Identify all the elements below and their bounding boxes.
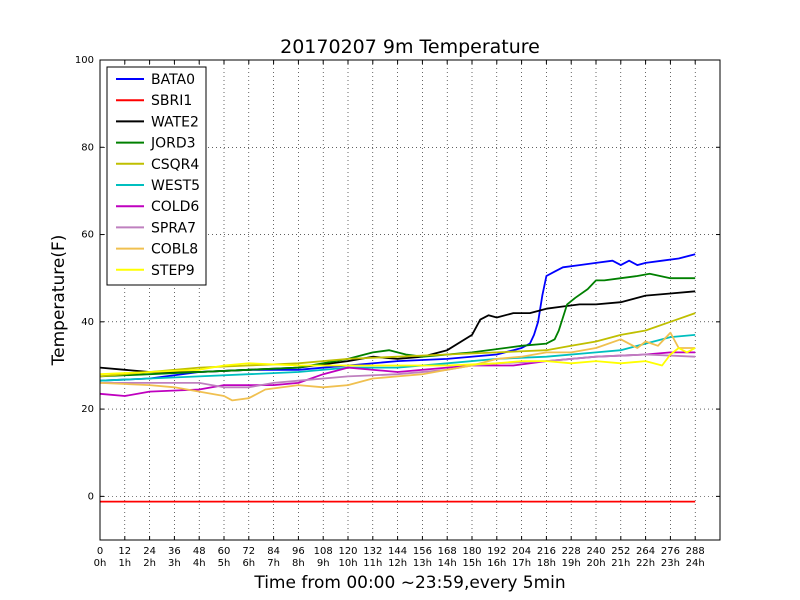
x-tick-label: 156 [413,546,432,557]
series-line-csqr4 [99,312,696,378]
x-tick-hour-label: 11h [363,558,382,569]
x-tick-hour-label: 10h [338,558,357,569]
series-lines [99,253,696,503]
x-tick-label: 24 [143,546,156,557]
x-tick-hour-label: 5h [218,558,231,569]
legend-label: SBRI1 [151,93,192,109]
x-tick-label: 204 [512,546,531,557]
x-axis-title: Time from 00:00 ~23:59,every 5min [253,573,565,593]
legend-label: CSQR4 [151,157,199,173]
x-tick-hour-label: 13h [413,558,432,569]
y-axis-title: Temperature(F) [49,235,69,367]
y-tick-label: 20 [81,404,94,415]
x-tick-label: 144 [388,546,407,557]
series-line-spra7 [100,353,696,389]
x-tick-label: 72 [242,546,255,557]
x-tick-label: 288 [686,546,705,557]
x-tick-label: 108 [314,546,333,557]
plot-frame [99,59,721,541]
grid [100,59,720,540]
x-tick-hour-label: 22h [636,558,655,569]
x-tick-hour-label: 3h [168,558,181,569]
y-tick-label: 80 [81,142,94,153]
x-tick-hour-label: 24h [686,558,705,569]
x-tick-label: 240 [586,546,605,557]
x-tick-hour-label: 19h [562,558,581,569]
x-tick-hour-label: 17h [512,558,531,569]
x-tick-hour-label: 2h [143,558,156,569]
x-tick-label: 36 [168,546,181,557]
x-tick-hour-label: 8h [292,558,305,569]
x-tick-label: 48 [193,546,206,557]
x-tick-hour-label: 20h [586,558,605,569]
x-tick-hour-label: 4h [193,558,206,569]
legend-label: WATE2 [151,114,199,130]
x-tick-label: 96 [292,546,305,557]
x-tick-hour-label: 14h [438,558,457,569]
legend-label: BATA0 [151,72,195,88]
series-line-step9 [99,347,696,376]
y-tick-label: 40 [81,317,94,328]
x-tick-label: 12 [118,546,131,557]
x-tick-hour-label: 0h [94,558,107,569]
series-line-bata0 [99,253,696,382]
legend-label: JORD3 [150,136,196,152]
legend-label: STEP9 [151,263,195,279]
legend-label: WEST5 [151,178,200,194]
x-tick-label: 216 [537,546,556,557]
y-tick-label: 100 [75,55,94,66]
legend: BATA0 SBRI1 WATE2 JORD3 CSQR4 WEST5 COLD6 SPRA7… [106,66,207,286]
x-tick-hour-label: 1h [118,558,131,569]
series-line-jord3 [99,272,696,378]
x-tick-label: 168 [438,546,457,557]
legend-label: COLD6 [151,199,199,215]
x-tick-hour-label: 9h [317,558,330,569]
x-tick-hour-label: 7h [267,558,280,569]
x-tick-label: 252 [611,546,630,557]
y-tick-label: 0 [88,491,94,502]
x-tick-hour-label: 18h [537,558,556,569]
x-tick-hour-label: 23h [661,558,680,569]
x-tick-label: 120 [338,546,357,557]
series-line-cobl8 [99,331,696,402]
x-tick-hour-label: 16h [487,558,506,569]
x-tick-hour-label: 15h [462,558,481,569]
x-tick-label: 60 [218,546,231,557]
x-tick-label: 276 [661,546,680,557]
x-tick-label: 0 [97,546,103,557]
x-tick-hour-label: 12h [388,558,407,569]
axis-ticks: 00h121h242h363h484h605h726h847h968h1089h… [75,55,720,569]
x-tick-hour-label: 21h [611,558,630,569]
chart-title: 20170207 9m Temperature [280,36,540,58]
x-tick-label: 84 [267,546,280,557]
x-tick-label: 264 [636,546,655,557]
x-tick-label: 132 [363,546,382,557]
x-tick-label: 228 [562,546,581,557]
legend-label: COBL8 [151,242,198,258]
y-tick-label: 60 [81,230,94,241]
legend-label: SPRA7 [151,220,196,236]
x-tick-label: 180 [462,546,481,557]
x-tick-label: 192 [487,546,506,557]
x-tick-hour-label: 6h [242,558,255,569]
series-line-wate2 [99,290,696,373]
series-line-west5 [99,334,696,382]
